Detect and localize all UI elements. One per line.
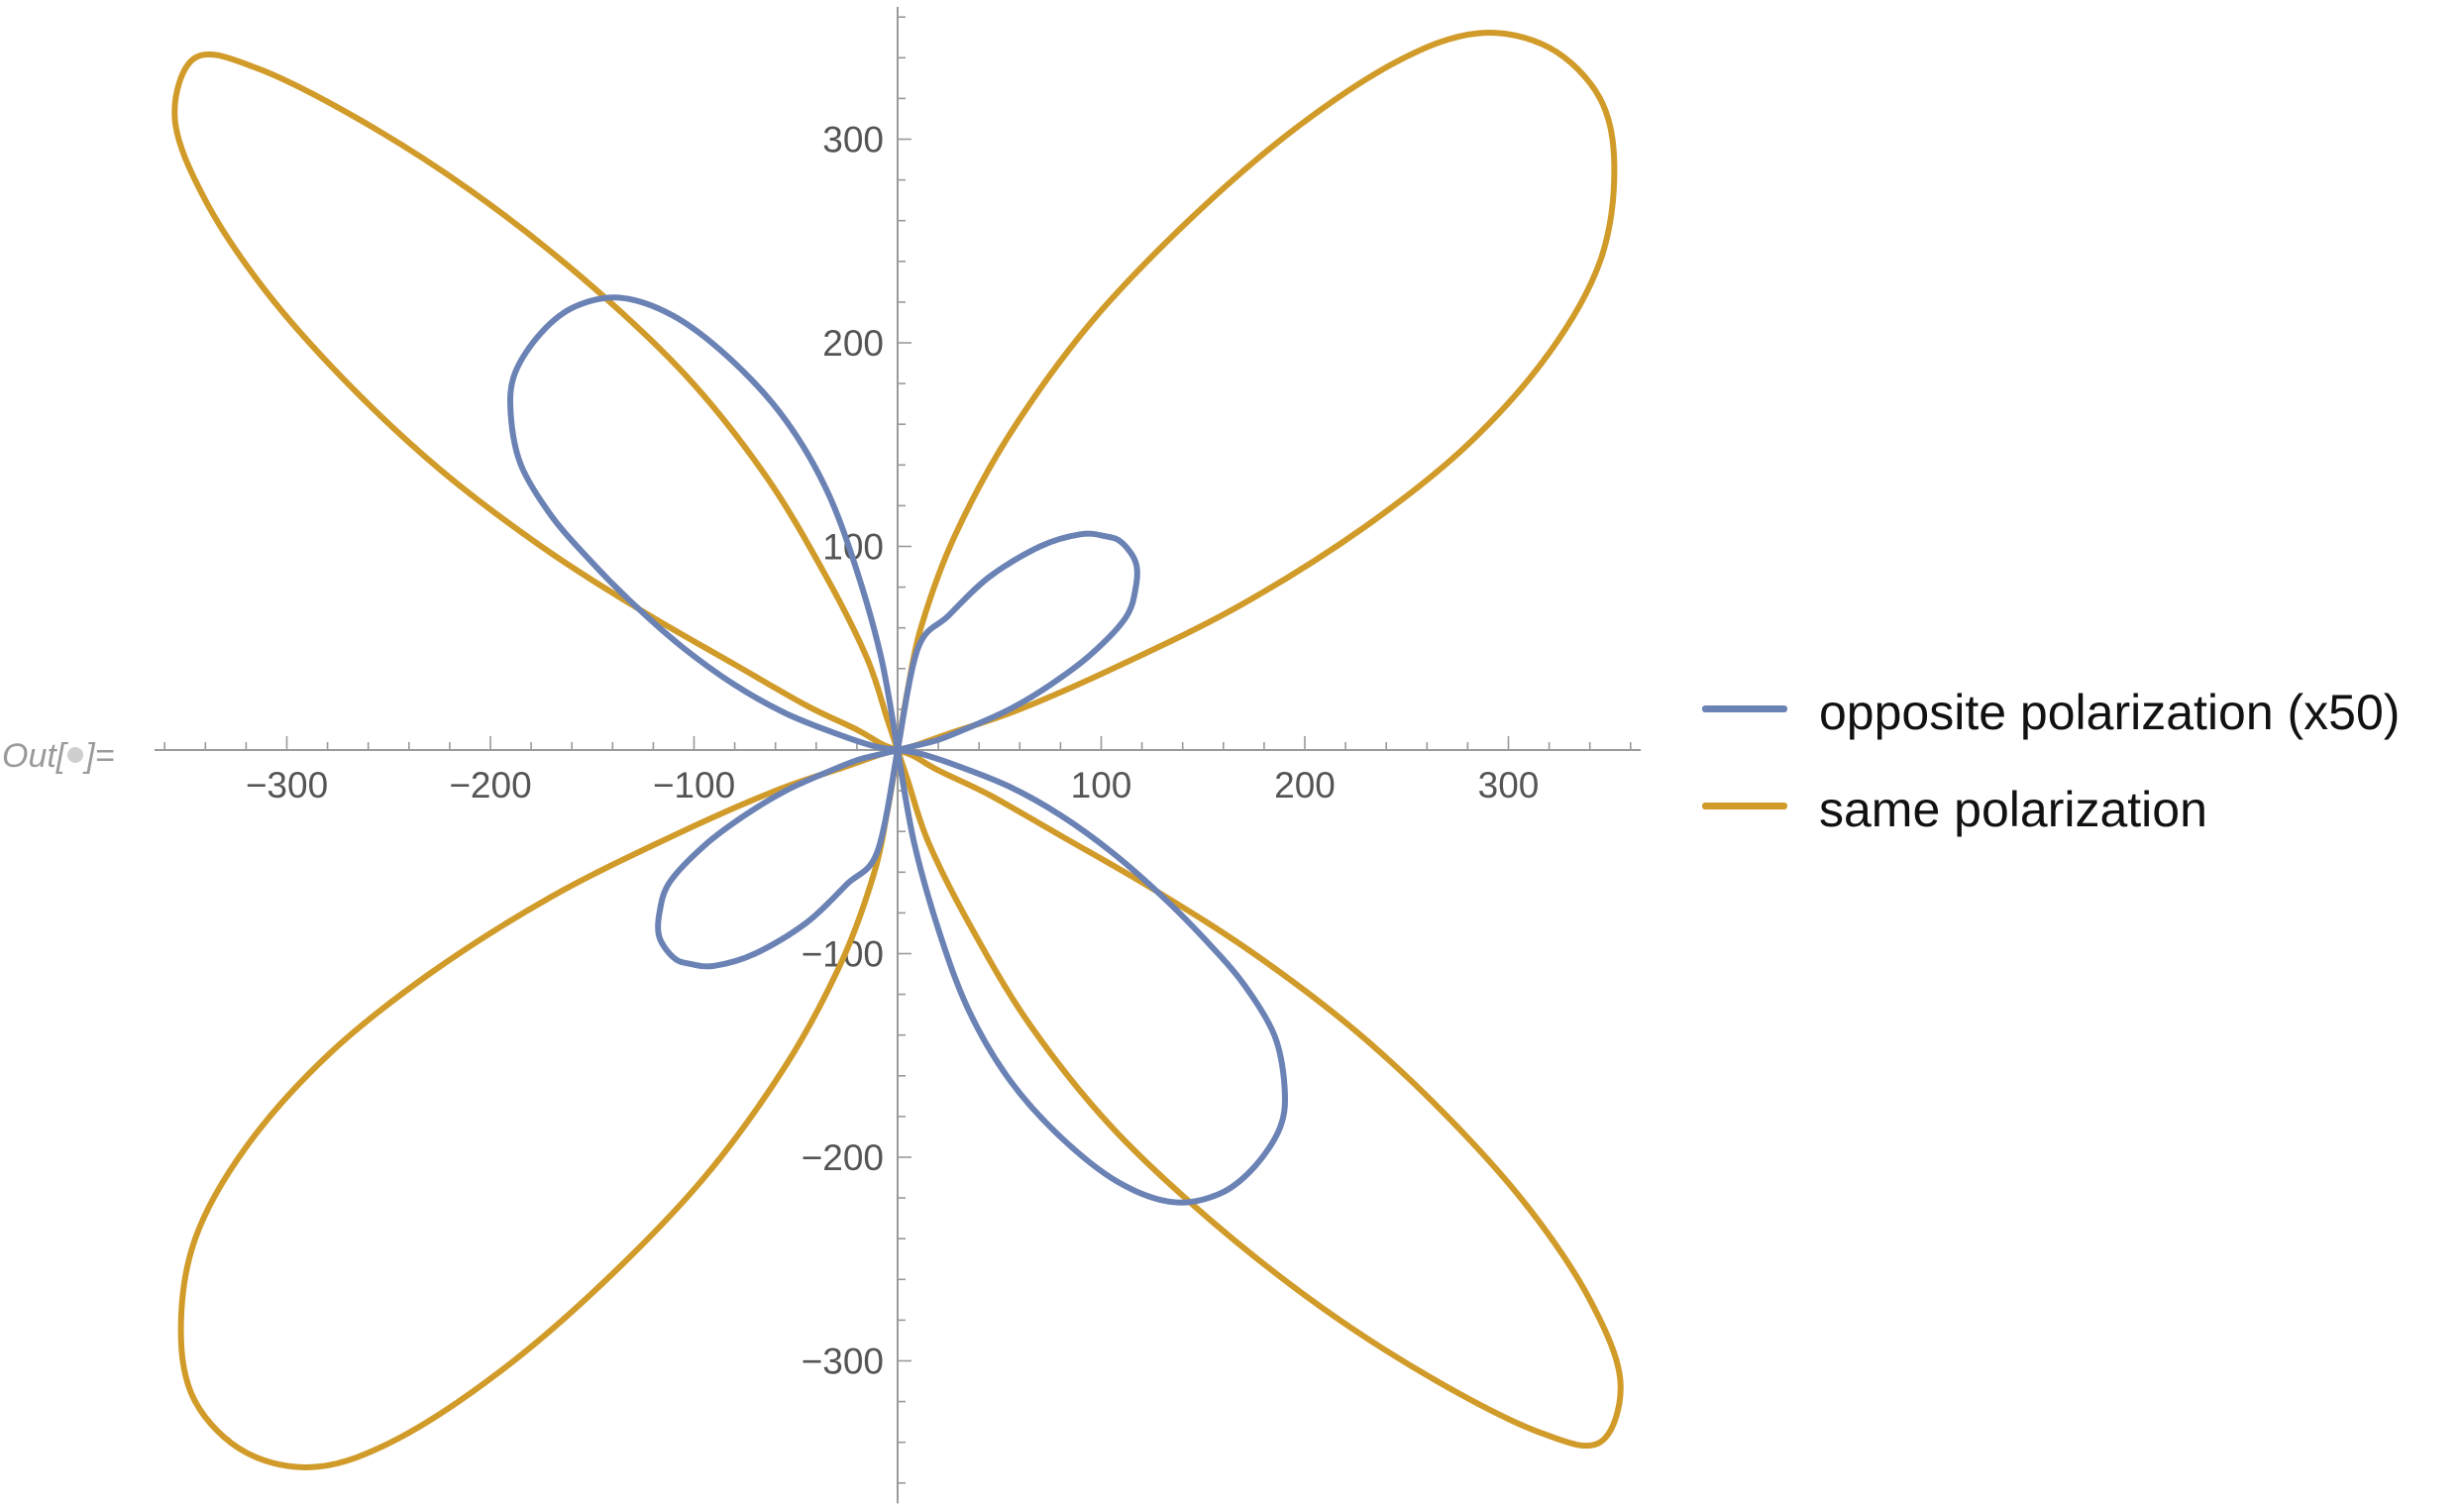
x-tick-label: 100 (1071, 765, 1132, 806)
same-polarization-lobe-4 (895, 747, 1624, 1450)
legend-label-opposite: opposite polarization (x50) (1819, 685, 2401, 740)
legend-swatch-same (1702, 803, 1787, 809)
tick-labels: −300 −200 −100 100 200 300−300−200−1001002003… (246, 120, 1540, 1382)
out-suffix: ]= (85, 737, 115, 775)
y-tick-label: −200 (802, 1137, 884, 1178)
x-tick-label: −200 (449, 765, 531, 806)
same-polarization-lobe-2 (171, 51, 901, 753)
opposite-polarization-lobe-4 (655, 747, 901, 970)
y-tick-label: −300 (802, 1342, 884, 1382)
x-tick-label: 300 (1478, 765, 1540, 806)
x-tick-label: −300 (246, 765, 328, 806)
opposite-polarization-lobe-1 (507, 294, 901, 753)
legend-swatch-opposite (1702, 705, 1787, 712)
opposite-polarization-lobe-2 (895, 530, 1140, 753)
out-dot-icon (67, 747, 84, 764)
out-prefix: Out[ (2, 737, 66, 775)
output-cell-label: Out[ ]= (2, 737, 115, 776)
x-tick-label: 200 (1274, 765, 1336, 806)
same-polarization-lobe-1 (895, 30, 1618, 753)
opposite-polarization-lobe-3 (895, 747, 1288, 1206)
curves (171, 30, 1624, 1470)
x-tick-label: −100 (653, 765, 735, 806)
legend-label-same: same polarization (1819, 782, 2207, 837)
same-polarization-lobe-3 (177, 747, 901, 1470)
y-tick-label: 200 (822, 323, 884, 364)
y-tick-label: 300 (822, 120, 884, 161)
